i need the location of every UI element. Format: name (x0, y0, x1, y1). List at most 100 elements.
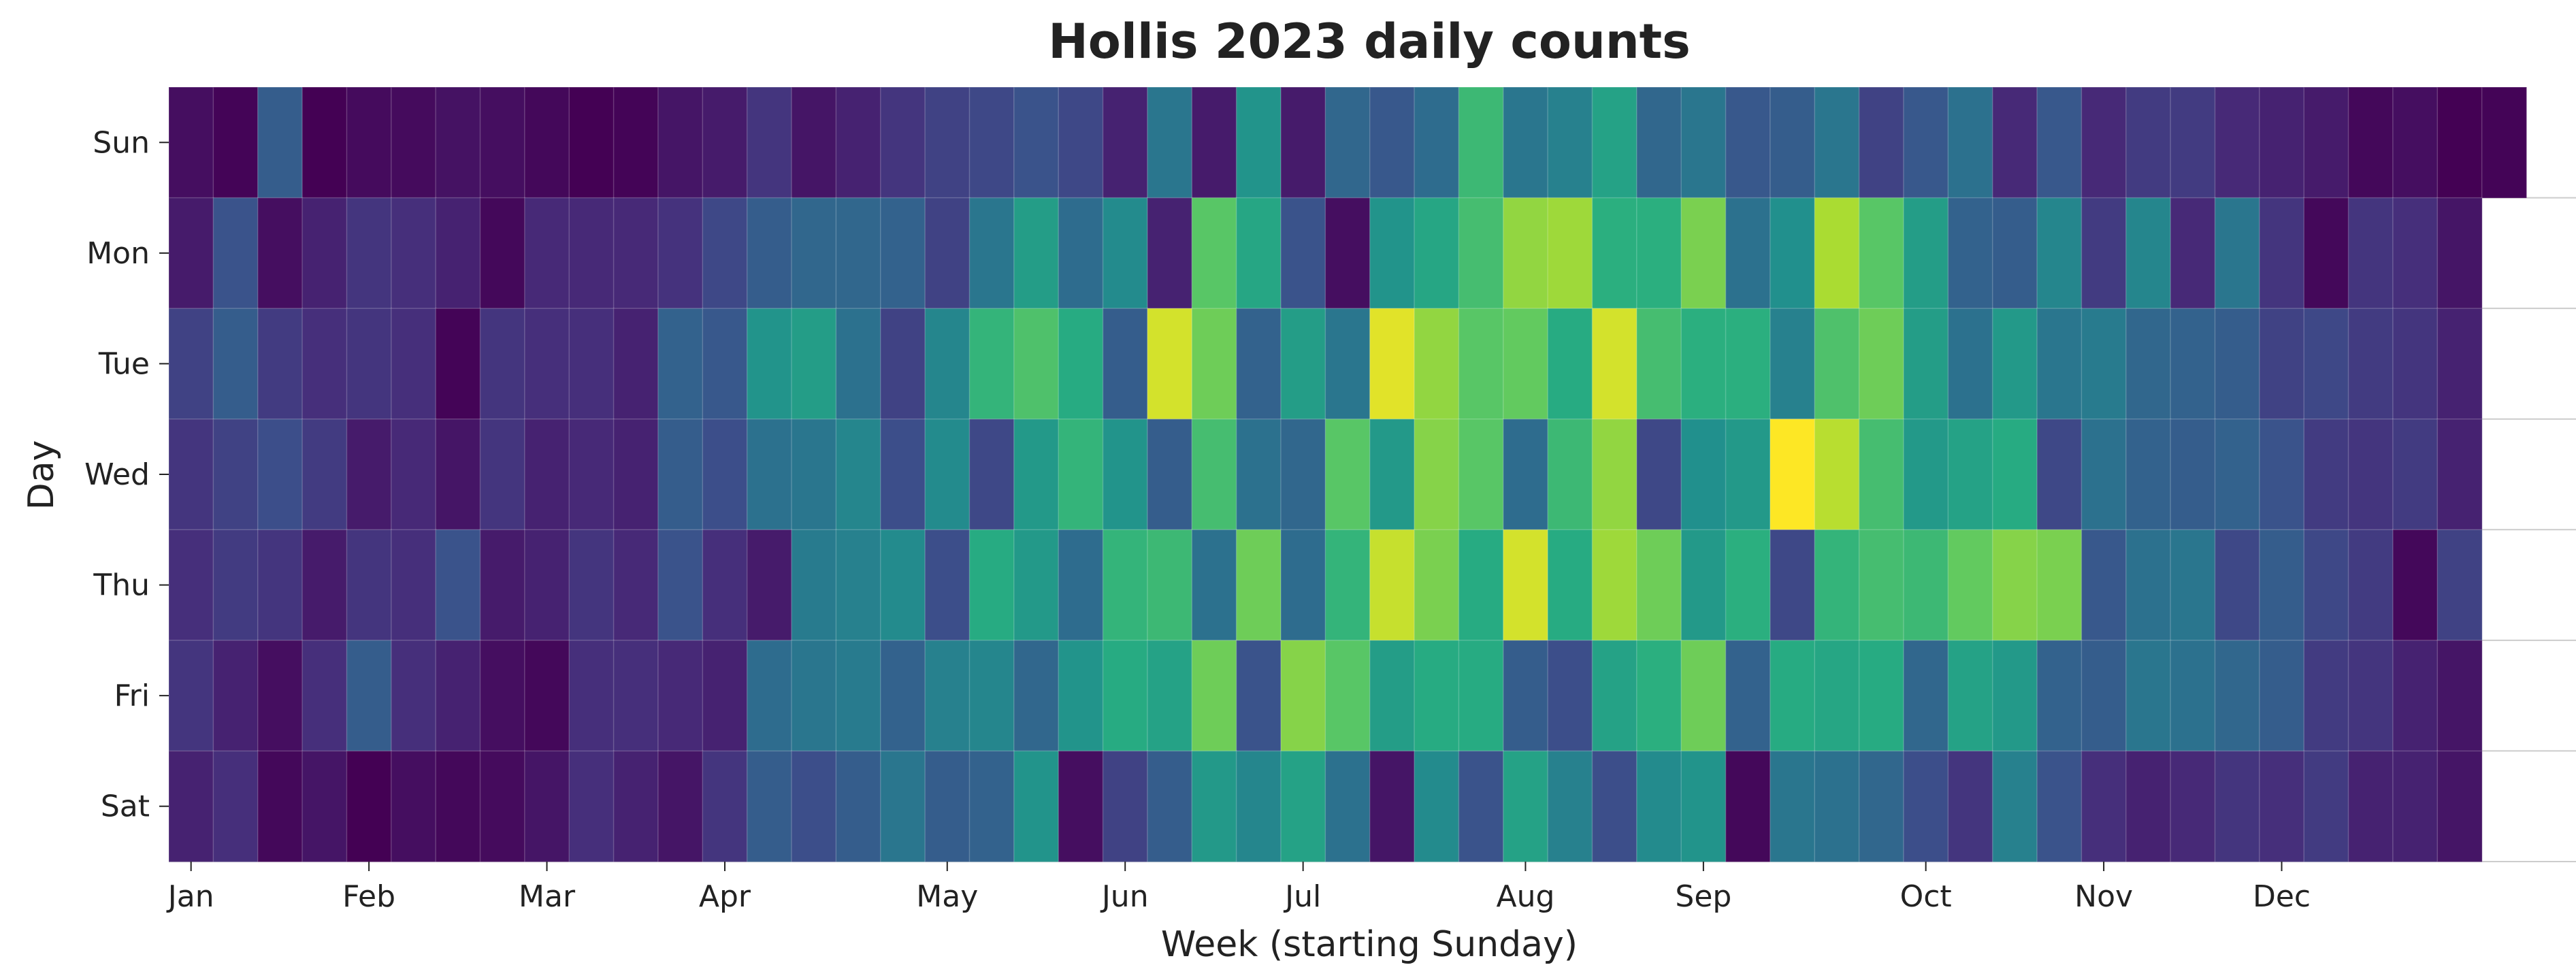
heatmap-cell (835, 529, 881, 642)
heatmap-cell (2081, 86, 2127, 199)
heatmap-cell (2347, 640, 2394, 752)
heatmap-cell (1903, 308, 1949, 420)
heatmap-cell (391, 197, 437, 310)
heatmap-cell (1503, 197, 1549, 310)
heatmap-cell (1102, 86, 1149, 199)
heatmap-cell (746, 197, 793, 310)
heatmap-cell (1235, 197, 1282, 310)
heatmap-cell (1503, 86, 1549, 199)
heatmap-cell (1503, 418, 1549, 531)
heatmap-cell (1280, 640, 1326, 752)
y-axis-ticks: Sun Mon Tue Wed Thu Fri Sat (84, 125, 169, 824)
heatmap-cell (2125, 640, 2172, 752)
y-axis-label: Day (21, 440, 62, 510)
heatmap-cell (1725, 640, 1772, 752)
heatmap-cell (346, 86, 393, 199)
heatmap-cell (257, 529, 304, 642)
heatmap-cell (2259, 640, 2305, 752)
heatmap-cell (2347, 197, 2394, 310)
x-tick-label: Sep (1675, 879, 1731, 914)
heatmap-cell (791, 529, 837, 642)
heatmap-cell (702, 86, 748, 199)
heatmap-cell (301, 197, 348, 310)
heatmap-cell (391, 86, 437, 199)
y-tick-label: Mon (86, 236, 150, 271)
x-tick-label: Jul (1283, 879, 1321, 914)
heatmap-cell (1591, 418, 1638, 531)
heatmap-cell (1503, 529, 1549, 642)
heatmap-cell (435, 197, 481, 310)
y-tick-label: Thu (93, 568, 150, 603)
heatmap-cell (2036, 308, 2083, 420)
heatmap-cell (924, 418, 971, 531)
heatmap-cell (1058, 418, 1104, 531)
heatmap-cell (212, 750, 259, 863)
heatmap-cell (835, 197, 881, 310)
heatmap-cell (746, 86, 793, 199)
heatmap-cell (2347, 750, 2394, 863)
heatmap-cell (1680, 418, 1727, 531)
heatmap-cell (1280, 750, 1326, 863)
heatmap-cell (2214, 529, 2261, 642)
heatmap-cell (257, 86, 304, 199)
heatmap-cell (746, 308, 793, 420)
heatmap-cell (2347, 529, 2394, 642)
heatmap-cell (1947, 308, 1993, 420)
heatmap-cell (1147, 86, 1193, 199)
heatmap-cell (746, 640, 793, 752)
heatmap-cell (1991, 640, 2038, 752)
heatmap-cell (2436, 529, 2483, 642)
x-tick-label: Apr (699, 879, 751, 914)
y-tick-label: Sun (93, 125, 150, 160)
x-tick-label: Nov (2074, 879, 2133, 914)
x-tick-label: Feb (342, 879, 395, 914)
heatmap-cell (2214, 640, 2261, 752)
x-tick-label: Jun (1100, 879, 1149, 914)
heatmap-cell (568, 86, 615, 199)
x-tick-label: Dec (2253, 879, 2311, 914)
heatmap-cell (2259, 418, 2305, 531)
heatmap-cell (301, 640, 348, 752)
heatmap-cells (168, 86, 2528, 863)
heatmap-cell (613, 529, 659, 642)
heatmap-cell (702, 640, 748, 752)
heatmap-cell (1858, 418, 1905, 531)
heatmap-cell (1547, 86, 1593, 199)
heatmap-cell (2347, 308, 2394, 420)
heatmap-cell (2259, 86, 2305, 199)
heatmap-cell (1858, 640, 1905, 752)
heatmap-cell (1858, 308, 1905, 420)
heatmap-cell (924, 86, 971, 199)
heatmap-cell (1324, 308, 1371, 420)
heatmap-cell (524, 86, 570, 199)
heatmap-cell (2303, 640, 2349, 752)
heatmap-cell (1013, 308, 1060, 420)
heatmap-cell (257, 750, 304, 863)
heatmap-cell (1369, 308, 1416, 420)
heatmap-cell (1636, 418, 1682, 531)
heatmap-cell (1013, 529, 1060, 642)
y-tick-label: Sat (101, 789, 150, 824)
heatmap-cell (1191, 418, 1237, 531)
heatmap-cell (168, 197, 214, 310)
heatmap-cell (2081, 640, 2127, 752)
heatmap-cell (1770, 640, 1816, 752)
heatmap-cell (1458, 640, 1505, 752)
heatmap-cell (391, 529, 437, 642)
heatmap-cell (1280, 308, 1326, 420)
heatmap-cell (879, 308, 926, 420)
heatmap-cell (1280, 529, 1326, 642)
heatmap-cell (568, 750, 615, 863)
heatmap-cell (968, 86, 1015, 199)
heatmap-cell (924, 640, 971, 752)
heatmap-cell (212, 640, 259, 752)
heatmap-cell (1102, 750, 1149, 863)
heatmap-cell (2036, 640, 2083, 752)
heatmap-cell (257, 197, 304, 310)
heatmap-cell (435, 418, 481, 531)
heatmap-cell (435, 86, 481, 199)
heatmap-cell (1013, 418, 1060, 531)
heatmap-cell (1814, 750, 1860, 863)
heatmap-cell (2259, 197, 2305, 310)
heatmap-cell (1903, 529, 1949, 642)
